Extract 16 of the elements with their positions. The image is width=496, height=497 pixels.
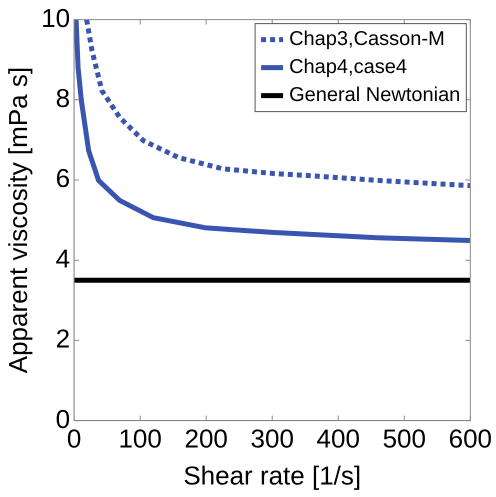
x-axis-title: Shear rate [1/s] <box>183 460 362 491</box>
x-tick-label: 500 <box>382 423 426 454</box>
x-tick-label: 600 <box>448 423 492 454</box>
legend-label: General Newtonian <box>289 84 460 106</box>
y-tick-label: 6 <box>56 163 70 194</box>
y-tick-label: 10 <box>41 2 70 33</box>
y-tick-label: 4 <box>56 243 70 274</box>
legend-label: Chap4,case4 <box>289 56 407 78</box>
legend-label: Chap3,Casson-M <box>289 28 445 50</box>
y-axis-title: Apparent viscosity [mPa s] <box>2 66 33 374</box>
y-tick-label: 2 <box>56 324 70 354</box>
x-tick-label: 100 <box>118 423 162 454</box>
y-tick-label: 8 <box>56 82 70 113</box>
x-tick-label: 300 <box>250 423 294 454</box>
x-tick-label: 400 <box>316 423 360 454</box>
x-tick-label: 200 <box>184 423 228 454</box>
